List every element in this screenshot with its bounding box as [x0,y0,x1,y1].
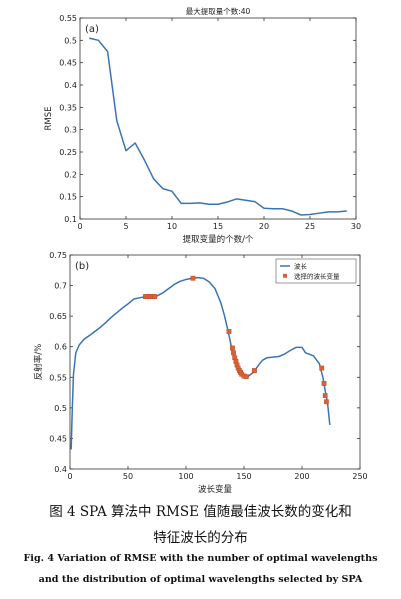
charta-y-axis-label: RMSE [44,106,54,130]
chartb-selected-point [252,368,257,373]
charta-x-tick-label: 15 [213,222,223,231]
charta-panel-label: (a) [85,24,99,35]
chartb-selected-point [323,399,329,405]
chartb-selected-point [322,393,328,399]
chartb-selected-point [226,329,232,334]
caption-zh-line2: 特征波长的分布 [153,530,248,546]
chartb-x-tick-label: 150 [236,472,251,481]
chartb-x-tick-label: 100 [178,472,193,481]
chartb-selected-point [152,294,158,299]
charta-x-tick-label: 25 [305,222,315,231]
chartb-legend-box [275,258,357,284]
chartb-x-tick-label: 50 [123,472,133,481]
charta-title: 最大提取量个数:40 [186,6,251,16]
charta-y-tick-label: 0.2 [64,170,77,179]
caption-en-line2: and the distribution of optimal waveleng… [38,574,363,585]
charta-series-line-0 [89,37,347,216]
charta-y-tick-label: 0.25 [59,148,77,157]
chartb-y-axis-label: 反射率/% [33,344,44,380]
chartb-series-line-0 [70,276,331,450]
charta-y-tick-label: 0.15 [59,193,77,202]
charta-x-tick-label: 20 [259,222,269,231]
charta-y-tick-label: 0.3 [64,126,77,135]
chartb-y-tick-label: 0.6 [54,343,67,352]
charta-y-tick-label: 0.45 [59,59,77,68]
chartb-selected-point [229,345,235,351]
charta-x-tick-label: 5 [123,222,128,231]
charta-y-tick-label: 0.1 [64,215,77,224]
figure-canvas: 0 5 10 15 20 25 300.10.150.20.250.30.350.40.45… [33,6,368,495]
charta-x-tick-label: 0 [77,222,82,231]
charta-plot-frame [79,17,357,220]
charta-y-tick-label: 0.5 [64,36,77,45]
charta-y-tick-label: 0.4 [64,81,77,90]
chartb-y-tick-label: 0.4 [54,465,67,474]
charta-x-axis-label: 提取变量的个数/个 [183,234,254,245]
chartb-selected-point [190,275,196,281]
chartb-selected-point [243,374,249,380]
chartb-plot-frame [69,254,361,470]
charta-y-tick-label: 0.35 [59,103,77,112]
charta-x-tick-label: 10 [167,222,177,231]
chartb-x-tick-label: 200 [294,472,309,481]
charta-x-tick-label: 30 [351,222,361,231]
caption-zh-line1: 图 4 SPA 算法中 RMSE 值随最佳波长数的变化和 [49,504,352,520]
chartb-y-tick-label: 0.45 [49,434,67,443]
chartb-x-axis-label: 波长变量 [198,484,233,495]
chartb-legend-entry: 波长 [294,262,308,271]
chartb-y-tick-label: 0.75 [49,251,67,260]
chartb-x-tick-label: 0 [67,472,72,481]
chartb-selected-point [319,365,325,371]
chartb-y-tick-label: 0.5 [54,404,67,413]
caption-en-line1: Fig. 4 Variation of RMSE with the number… [23,553,378,564]
chartb-y-tick-label: 0.7 [54,282,67,291]
charta-y-tick-label: 0.55 [59,14,77,23]
chartb-y-tick-label: 0.65 [49,312,67,321]
chartb-legend-entry: 选择的波长变量 [294,272,340,281]
chartb-panel-label: (b) [75,261,89,272]
chartb-selected-point [321,381,327,386]
chartb-x-tick-label: 250 [352,472,367,481]
chartb-y-tick-label: 0.55 [49,373,67,382]
chartb-legend-marker-swatch [283,273,287,278]
chartb-selected-point [231,350,236,356]
